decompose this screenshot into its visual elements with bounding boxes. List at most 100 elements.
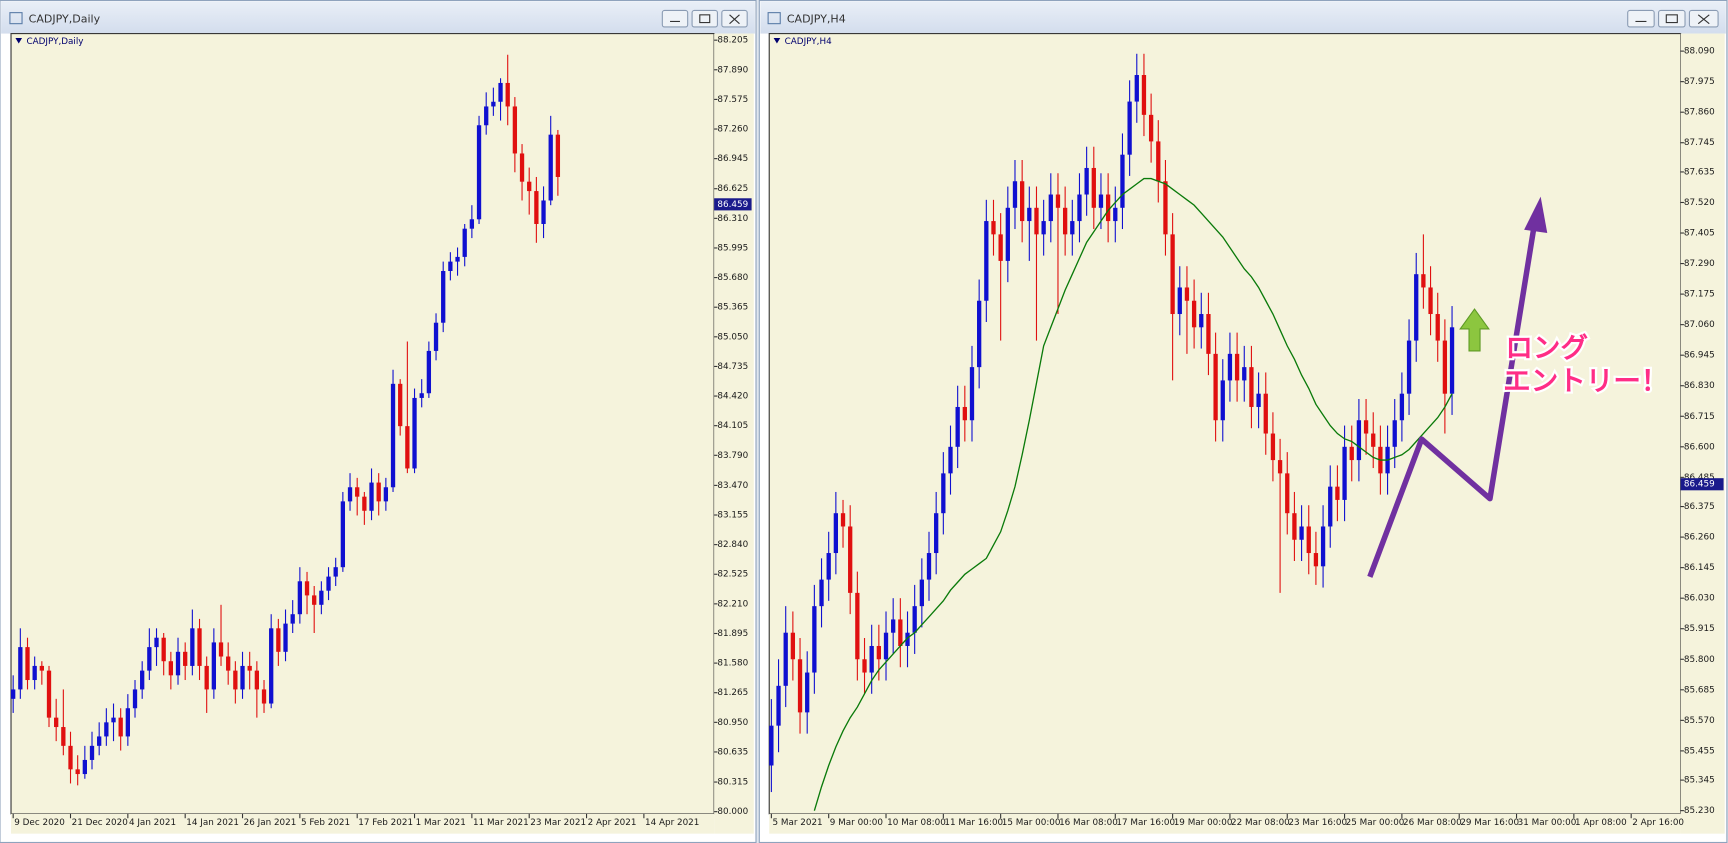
candle-body bbox=[534, 191, 539, 224]
candle-body bbox=[919, 579, 924, 607]
chart-label: CADJPY,H4 bbox=[785, 37, 832, 47]
restore-button[interactable] bbox=[691, 9, 718, 28]
candle-body bbox=[1421, 274, 1426, 288]
candle-body bbox=[1062, 207, 1068, 235]
candle-body bbox=[32, 665, 37, 681]
candle-body bbox=[1141, 75, 1147, 115]
icon bbox=[729, 14, 740, 25]
candle-body bbox=[426, 350, 432, 394]
icon bbox=[699, 14, 711, 24]
candle-body bbox=[448, 261, 453, 272]
y-tick-label: 82.840 bbox=[717, 540, 748, 550]
candle-body bbox=[89, 745, 95, 760]
current-price-label: 86.459 bbox=[1684, 480, 1715, 490]
candle-body bbox=[1077, 194, 1082, 222]
candle-body bbox=[1148, 114, 1154, 142]
y-tick-label: 84.105 bbox=[717, 421, 748, 431]
candle-body bbox=[161, 637, 166, 662]
y-tick-label: 82.525 bbox=[717, 570, 748, 580]
y-tick-label: 83.155 bbox=[717, 511, 748, 521]
candle-body bbox=[548, 134, 553, 201]
label-arrow bbox=[15, 37, 23, 44]
y-tick-label: 86.625 bbox=[717, 184, 748, 194]
x-tick-label: 5 Mar 2021 bbox=[772, 818, 822, 828]
candle-body bbox=[469, 219, 475, 229]
x-tick-label: 23 Mar 16:00 bbox=[1288, 818, 1347, 828]
candle-body bbox=[276, 628, 281, 652]
candle-body bbox=[476, 125, 482, 220]
x-tick-label: 26 Mar 08:00 bbox=[1403, 818, 1462, 828]
candle-body bbox=[462, 228, 467, 257]
candle-body bbox=[1156, 141, 1161, 182]
candle-body bbox=[912, 606, 917, 633]
y-tick-label: 86.945 bbox=[1684, 351, 1715, 361]
y-tick-label: 81.265 bbox=[717, 688, 748, 698]
candle-body bbox=[969, 367, 975, 421]
current-price-box bbox=[714, 198, 752, 211]
candle-body bbox=[1005, 207, 1010, 261]
candle-body bbox=[398, 383, 403, 427]
title-bar bbox=[1, 1, 755, 34]
candle-body bbox=[283, 623, 288, 652]
x-tick-label: 9 Dec 2020 bbox=[14, 818, 65, 828]
candle-body bbox=[1299, 526, 1304, 540]
candle-body bbox=[1292, 513, 1297, 540]
current-price-box bbox=[1680, 478, 1724, 491]
candle-body bbox=[269, 628, 274, 704]
y-tick-label: 87.260 bbox=[717, 125, 748, 135]
candle-body bbox=[926, 553, 932, 580]
candle-body bbox=[848, 526, 853, 593]
candle-body bbox=[1406, 340, 1412, 394]
icon bbox=[1697, 14, 1710, 25]
candle-body bbox=[498, 82, 503, 102]
candle-body bbox=[1285, 473, 1290, 514]
y-tick-label: 83.790 bbox=[717, 451, 748, 461]
candle-body bbox=[948, 446, 953, 474]
candle-body bbox=[998, 234, 1003, 261]
candle-body bbox=[1270, 433, 1276, 461]
y-tick-label: 81.580 bbox=[717, 659, 748, 669]
x-tick-label: 14 Apr 2021 bbox=[645, 818, 699, 828]
candle-body bbox=[39, 665, 44, 671]
candle-body bbox=[941, 473, 946, 514]
restore-button[interactable] bbox=[1658, 9, 1686, 28]
candle-body bbox=[233, 670, 238, 690]
candle-body bbox=[140, 670, 145, 690]
candle-body bbox=[297, 581, 303, 615]
y-tick-label: 80.315 bbox=[717, 778, 748, 788]
y-tick-label: 88.205 bbox=[717, 36, 748, 46]
candle-body bbox=[97, 736, 102, 746]
candle-body bbox=[1113, 207, 1118, 222]
x-tick-label: 2 Apr 16:00 bbox=[1632, 818, 1684, 828]
candle-body bbox=[541, 200, 546, 224]
y-tick-label: 87.890 bbox=[717, 65, 748, 75]
candle-body bbox=[11, 689, 16, 699]
x-tick-label: 25 Mar 00:00 bbox=[1346, 818, 1405, 828]
x-tick-label: 9 Mar 00:00 bbox=[830, 818, 884, 828]
candle-body bbox=[25, 647, 30, 681]
candle-body bbox=[1206, 314, 1211, 354]
candle-body bbox=[491, 101, 496, 107]
x-tick-label: 15 Mar 00:00 bbox=[1002, 818, 1061, 828]
candle-body bbox=[1213, 353, 1218, 421]
x-tick-label: 17 Feb 2021 bbox=[358, 818, 413, 828]
chart-label: CADJPY,Daily bbox=[26, 37, 83, 47]
y-tick-label: 87.520 bbox=[1684, 198, 1715, 208]
x-tick-label: 11 Mar 16:00 bbox=[944, 818, 1003, 828]
candle-body bbox=[247, 665, 252, 671]
candle-body bbox=[68, 745, 73, 770]
candle-body bbox=[1371, 433, 1376, 447]
candle-body bbox=[805, 672, 810, 713]
y-tick-label: 86.830 bbox=[1684, 381, 1715, 391]
minimize-button[interactable] bbox=[1627, 9, 1655, 28]
x-tick-label: 21 Dec 2020 bbox=[72, 818, 129, 828]
candle-body bbox=[984, 221, 989, 301]
y-tick-label: 86.375 bbox=[1684, 502, 1715, 512]
minimize-button[interactable] bbox=[661, 9, 689, 28]
candle-body bbox=[204, 665, 209, 690]
candle-body bbox=[898, 619, 903, 646]
time-axis bbox=[11, 813, 715, 834]
candle-body bbox=[819, 579, 824, 607]
y-tick-label: 85.570 bbox=[1684, 716, 1715, 726]
candle-body bbox=[132, 689, 138, 709]
